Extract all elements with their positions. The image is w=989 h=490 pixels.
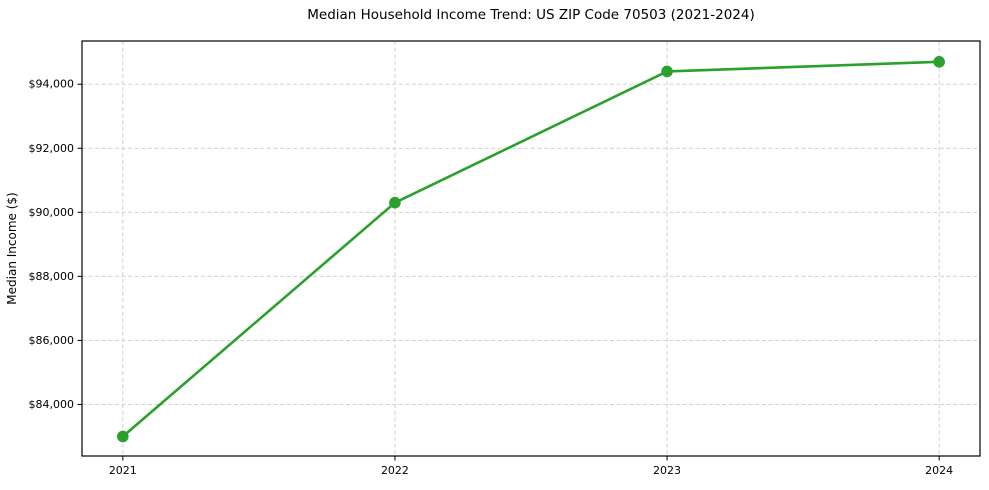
plot-border [81,40,981,457]
y-tick-label: $92,000 [29,142,75,155]
data-point-2023 [661,65,673,78]
data-point-2021 [117,430,129,443]
y-tick-label: $84,000 [29,398,75,411]
x-tick-label: 2021 [109,464,137,477]
data-point-2024 [933,56,945,68]
grid-layer [82,41,980,456]
y-tick-label: $86,000 [29,334,75,347]
chart-title: Median Household Income Trend: US ZIP Co… [307,7,755,23]
y-axis-label: Median Income ($) [5,192,19,304]
y-tick-label: $90,000 [29,206,75,219]
x-tick-label: 2022 [381,464,409,477]
series-layer [117,56,945,443]
y-tick-label: $88,000 [29,270,75,283]
data-point-2022 [389,196,401,209]
axis-layer: $84,000 $86,000 $88,000 $90,000 $92,000 $94,0… [29,78,954,477]
y-tick-label: $94,000 [29,78,75,91]
x-tick-label: 2024 [925,464,953,477]
x-tick-label: 2023 [653,464,681,477]
trend-line [121,60,941,438]
